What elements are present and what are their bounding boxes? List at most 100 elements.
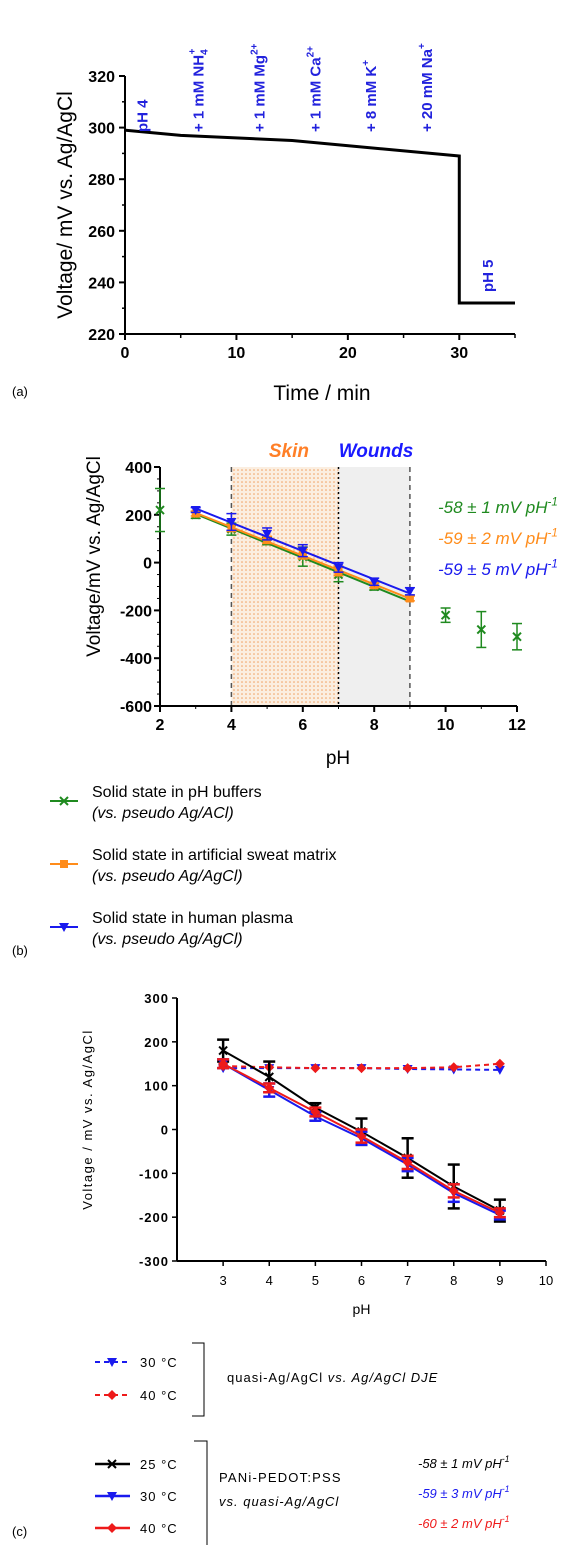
slope-label: -58 ± 1 mV pH-1: [418, 1454, 510, 1471]
x-axis-label: pH: [326, 748, 350, 769]
series-4: [217, 1058, 506, 1219]
x-tick-label: 6: [298, 717, 307, 734]
legend-label: 30 °C: [140, 1355, 178, 1370]
skin-region: [231, 467, 339, 706]
data-point: [476, 624, 487, 635]
x-tick-label: 8: [370, 717, 379, 734]
legend-marker: [60, 860, 68, 868]
annotation-label: + 8 mM K+: [361, 60, 380, 132]
y-tick-label: -200: [139, 1210, 169, 1225]
slope-superscript: -1: [502, 1514, 510, 1524]
legend-label: Solid state in artificial sweat matrix: [92, 847, 337, 864]
legend-label: 40 °C: [140, 1521, 178, 1536]
x-tick-label: 20: [339, 345, 357, 362]
data-point: [310, 1063, 321, 1074]
x-tick-label: 0: [121, 345, 130, 362]
annotation-label: + 1 mM Mg2+: [250, 43, 269, 132]
y-tick-label: 300: [144, 991, 169, 1006]
slope-superscript: -1: [547, 558, 557, 570]
legend-marker: [107, 1492, 117, 1501]
x-tick-label: 4: [227, 717, 236, 734]
panel-label-c: (c): [12, 1524, 28, 1539]
annotation-label: pH 5: [480, 259, 497, 292]
x-tick-label: 12: [508, 717, 526, 734]
y-tick-label: 300: [88, 121, 115, 138]
panel-b: Skin Wounds -600 -400 -200 0 200 400 2 4 6 8 10 12 pH V…: [50, 441, 558, 948]
y-axis-label: Voltage/mV vs. Ag/AgCl: [84, 456, 105, 657]
annotation-label: + 20 mM Na+: [417, 43, 436, 132]
x-tick-label: 7: [404, 1273, 411, 1288]
data-point: [190, 506, 201, 516]
x-axis-label: pH: [353, 1301, 371, 1317]
y-tick-label: -400: [120, 651, 152, 668]
data-point: [356, 1131, 367, 1142]
annotation-label: pH 4: [135, 99, 152, 132]
data-point: [356, 1063, 367, 1074]
data-point: [155, 505, 165, 515]
y-tick-label: 200: [125, 508, 152, 525]
y-tick-label: 200: [144, 1035, 169, 1050]
y-tick-label: 320: [88, 69, 115, 86]
data-point: [310, 1106, 321, 1117]
slope-superscript: -1: [502, 1484, 510, 1494]
annotation-sup: +: [417, 43, 428, 49]
y-tick-label: -100: [139, 1166, 169, 1181]
wounds-region-label: Wounds: [339, 441, 414, 462]
y-tick-label: -600: [120, 699, 152, 716]
x-tick-label: 30: [450, 345, 468, 362]
legend-group-label: vs. quasi-Ag/AgCl: [219, 1494, 339, 1509]
slope-label: -59 ± 2 mV pH-1: [438, 527, 558, 548]
y-tick-label: 280: [88, 172, 115, 189]
series-2: -59 ± 5 mV pH-1: [190, 506, 558, 597]
panel-label-b: (b): [12, 943, 28, 958]
annotation-label: + 1 mM Ca2+: [305, 46, 324, 132]
legend-item: Solid state in pH buffers (vs. pseudo Ag/…: [50, 784, 262, 822]
data-point: [402, 1157, 413, 1168]
legend-bracket: [192, 1342, 205, 1417]
x-axis-label: Time / min: [273, 382, 370, 405]
legend-label: Solid state in pH buffers: [92, 784, 262, 801]
legend-bracket: [194, 1440, 208, 1545]
annotation-sup: +: [361, 60, 372, 66]
slope-label: -59 ± 5 mV pH-1: [438, 558, 558, 579]
y-tick-label: -300: [139, 1254, 169, 1269]
data-point: [448, 1062, 459, 1073]
annotation-label: + 1 mM NH4+: [187, 48, 210, 132]
annotation-sup: 2+: [305, 46, 316, 58]
x-tick-label: 10: [539, 1273, 553, 1288]
data-point: [494, 1065, 505, 1075]
data-point: [333, 563, 344, 573]
panel-label-a: (a): [12, 384, 28, 399]
slope-superscript: -1: [502, 1454, 510, 1464]
y-tick-label: 220: [88, 327, 115, 344]
legend-sublabel: (vs. pseudo Ag/AgCl): [92, 868, 243, 885]
slope-label: -58 ± 1 mV pH-1: [438, 496, 558, 517]
legend-group-label: PANi-PEDOT:PSS: [219, 1470, 342, 1485]
legend-item: Solid state in artificial sweat matrix (v…: [50, 847, 337, 885]
data-point: [264, 1082, 275, 1093]
data-point: [494, 1207, 505, 1218]
x-tick-label: 3: [220, 1273, 227, 1288]
legend-sublabel: (vs. pseudo Ag/ACl): [92, 805, 234, 822]
y-axis-label: Voltage / mV vs. Ag/AgCl: [80, 1029, 95, 1210]
data-point: [512, 631, 522, 642]
x-tick-label: 9: [496, 1273, 503, 1288]
data-point: [404, 587, 415, 597]
legend-label: 30 °C: [140, 1489, 178, 1504]
voltage-trace: [124, 128, 515, 305]
legend-label: Solid state in human plasma: [92, 910, 293, 927]
skin-region-label: Skin: [269, 441, 309, 462]
slope-superscript: -1: [547, 496, 557, 508]
legend-item: Solid state in human plasma (vs. pseudo A…: [50, 910, 293, 948]
x-tick-label: 10: [228, 345, 246, 362]
annotation-sup: 2+: [250, 43, 261, 55]
data-point: [262, 529, 273, 539]
legend-label: 40 °C: [140, 1388, 178, 1403]
x-tick-label: 10: [437, 717, 455, 734]
data-point: [218, 1058, 229, 1069]
slope-label: -60 ± 2 mV pH-1: [418, 1514, 510, 1531]
legend-group-label: quasi-Ag/AgCl vs. Ag/AgCl DJE: [227, 1370, 438, 1385]
x-tick-label: 8: [450, 1273, 457, 1288]
series-1: [218, 1058, 505, 1074]
